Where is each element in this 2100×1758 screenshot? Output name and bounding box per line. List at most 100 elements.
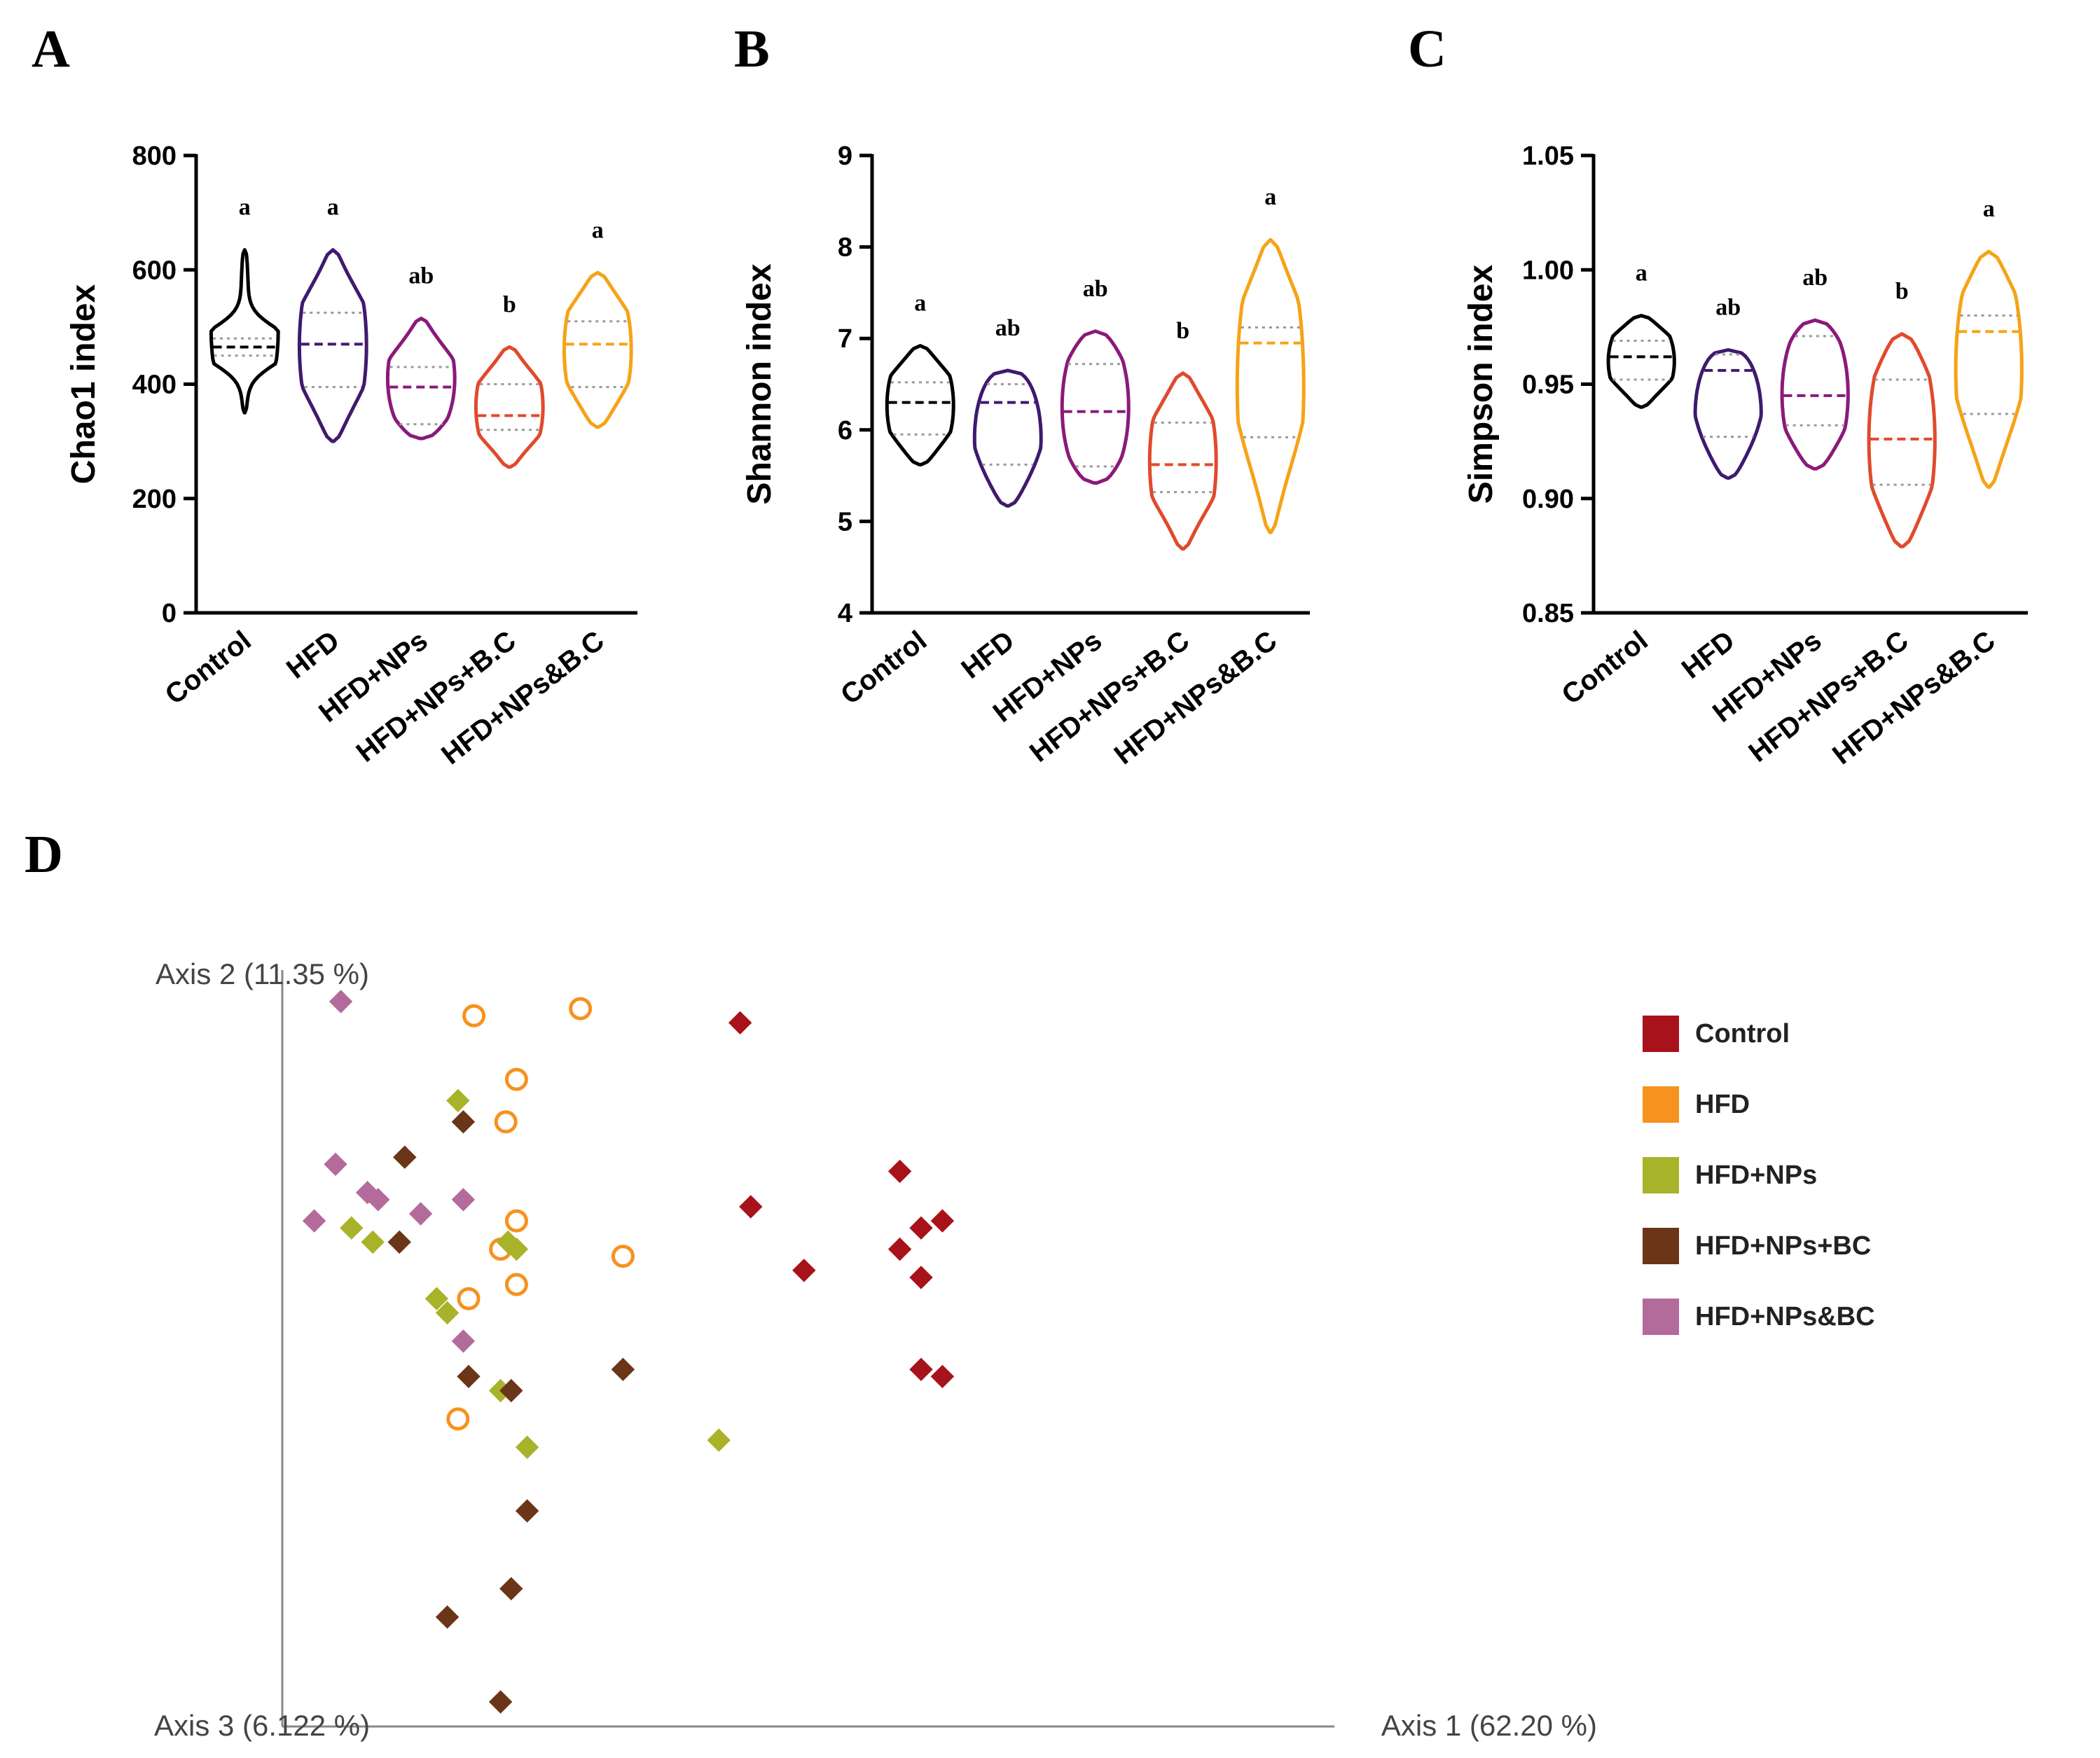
significance-letter: a [592,217,604,243]
axis-2-label: Axis 2 (11.35 %) [156,957,369,990]
violin-4 [562,270,633,429]
point-hfd-nps [435,1301,460,1325]
y-tick-label: 0.85 [1522,599,1574,628]
point-hfd [494,1110,518,1134]
point-hfd-nps [504,1237,529,1261]
point-hfd [462,1004,486,1027]
y-tick-label: 8 [838,233,852,263]
violin-0 [885,344,955,466]
significance-letter: a [327,195,339,221]
panel-letter: A [32,20,70,78]
significance-letter: a [239,195,251,221]
point-hfd-nps-bc [451,1329,476,1353]
y-tick-label: 1.00 [1522,256,1574,285]
category-label: HFD+NPs&B.C [1827,625,2001,770]
point-hfd-nps-bc [488,1690,513,1714]
violin-1 [972,368,1043,508]
y-tick-label: 5 [838,507,852,537]
violin-3 [1147,371,1218,551]
point-hfd [504,1067,528,1091]
point-hfd-nps [361,1230,385,1254]
point-control [930,1209,955,1233]
point-hfd-nps-bc [408,1202,433,1226]
point-control [739,1195,763,1219]
y-tick-label: 800 [132,141,177,171]
significance-letter: a [1983,196,1995,222]
point-hfd-nps-bc [457,1364,481,1389]
point-hfd-nps-bc [451,1188,476,1212]
panel-letter: B [734,20,770,78]
panel-c: C 0.85 0.90 0.95 1.00 1.05 Simpson index a Contr… [1408,20,2028,770]
point-hfd-nps-bc [393,1145,417,1169]
significance-letter: ab [1715,295,1741,321]
violin-0 [209,248,280,415]
y-axis-title: Chao1 index [65,284,102,485]
category-label: HFD [281,625,345,684]
point-hfd-nps-bc [451,1109,476,1134]
y-tick-label: 7 [838,324,852,354]
significance-letter: a [1636,261,1647,286]
axis-1-label: Axis 1 (62.20 %) [1381,1709,1597,1742]
violin-1 [297,248,368,443]
y-tick-label: 6 [838,416,852,445]
y-axis-title: Shannon index [741,263,778,504]
point-hfd-nps-bc [611,1357,635,1381]
violin-3 [1867,332,1937,548]
point-hfd-nps-bc [515,1499,539,1523]
point-hfd-nps [340,1216,364,1240]
violin-3 [474,345,545,469]
legend-label: HFD+NPs [1695,1161,1817,1190]
panel-letter: C [1408,20,1446,78]
legend-swatch [1643,1228,1679,1264]
violin-4 [1954,249,2024,489]
violin-1 [1693,348,1763,480]
significance-letter: ab [995,315,1021,341]
point-hfd [504,1273,528,1296]
point-hfd [446,1407,470,1431]
category-label: HFD [955,625,1020,684]
category-label: HFD [1676,625,1741,684]
significance-letter: ab [1802,265,1828,291]
legend-swatch [1643,1157,1679,1193]
y-axis-title: Simpson index [1463,265,1500,504]
point-hfd-nps-bc [329,990,353,1013]
point-control [930,1364,955,1389]
point-control [887,1159,912,1184]
point-control [909,1266,933,1289]
violin-0 [1606,314,1676,409]
point-hfd-nps [446,1088,470,1113]
violin-2 [1060,329,1131,485]
point-control [792,1259,816,1282]
significance-letter: a [914,291,926,317]
point-hfd [611,1245,635,1268]
legend-label: HFD+NPs+BC [1695,1231,1871,1261]
y-tick-label: 200 [132,485,177,514]
y-tick-label: 4 [838,599,852,628]
point-hfd-nps-bc [302,1209,326,1233]
significance-letter: b [1895,279,1909,305]
point-control [728,1011,752,1035]
y-tick-label: 1.05 [1522,141,1574,171]
significance-letter: ab [408,263,434,289]
category-label: Control [1556,625,1654,710]
violin-4 [1235,237,1306,534]
y-tick-label: 0.90 [1522,485,1574,514]
legend-swatch [1643,1016,1679,1052]
significance-letter: b [1176,318,1189,344]
y-tick-label: 0.95 [1522,371,1574,400]
point-hfd-nps [707,1428,731,1452]
violin-2 [1780,318,1850,471]
legend-label: HFD [1695,1090,1750,1119]
y-tick-label: 0 [162,599,177,628]
point-hfd-nps [424,1287,449,1310]
point-hfd-nps-bc [499,1577,523,1601]
axis-3-label: Axis 3 (6.122 %) [154,1709,370,1742]
significance-letter: ab [1083,276,1108,302]
legend-swatch [1643,1086,1679,1123]
significance-letter: b [503,291,516,317]
point-hfd-nps-bc [387,1230,411,1254]
point-control [909,1216,933,1240]
